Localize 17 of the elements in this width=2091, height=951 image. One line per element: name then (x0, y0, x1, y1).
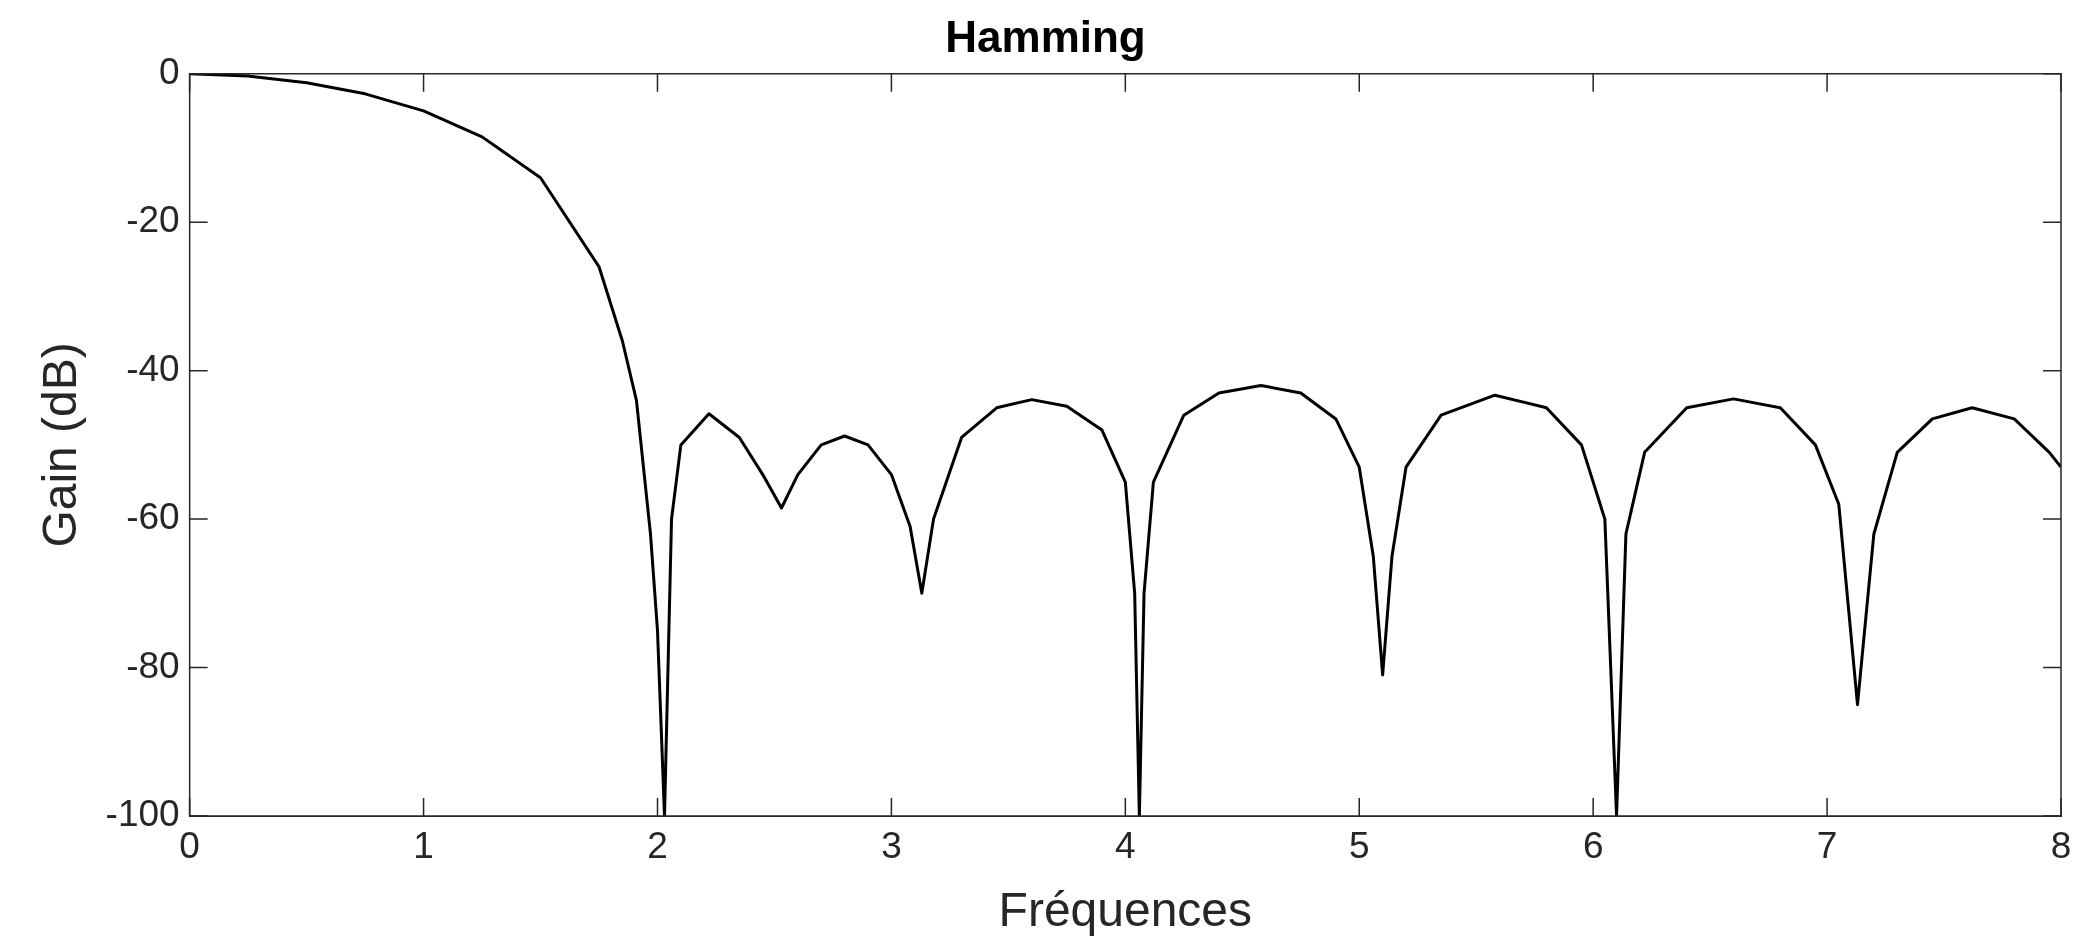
x-tick-label: 3 (881, 825, 902, 867)
y-tick-label: -20 (126, 199, 180, 241)
x-tick-label: 4 (1115, 825, 1136, 867)
y-tick-label: -40 (126, 347, 180, 389)
y-axis-title: Gain (dB) (33, 342, 87, 548)
y-tick-label: -60 (126, 496, 180, 538)
x-axis-title: Fréquences (998, 883, 1253, 937)
x-tick-label: 1 (413, 825, 434, 867)
x-tick-label: 5 (1348, 825, 1370, 867)
x-tick-label: 2 (647, 825, 668, 867)
y-tick-label: -100 (105, 793, 180, 835)
x-tick-label: 7 (1816, 825, 1838, 867)
y-tick-label: -80 (126, 644, 180, 686)
x-tick-label: 8 (2050, 825, 2072, 867)
x-tick-label: 6 (1582, 825, 1604, 867)
y-tick-label: 0 (159, 51, 180, 92)
chart-title: Hamming (945, 11, 1146, 61)
